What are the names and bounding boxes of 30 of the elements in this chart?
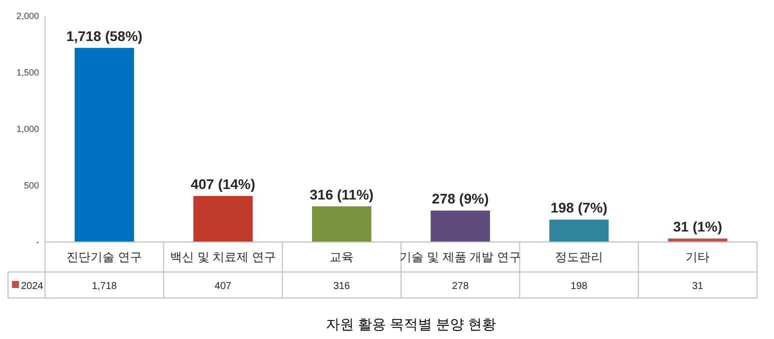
data-label: 316 (11%) [310,186,374,202]
data-label: 31 (1%) [673,218,722,234]
y-tick-label: 1,000 [16,124,39,134]
x-tick-label: 기타 [686,250,710,264]
y-tick-label: 2,000 [16,11,39,21]
text: 198 [570,281,588,292]
bar [549,220,609,242]
x-tick-label: 진단기술 연구 [66,250,142,264]
x-tick-label: 백신 및 치료제 연구 [170,250,276,264]
text: 407 [214,281,232,292]
text: 자원 활용 목적별 분양 현황 [326,316,496,332]
bar [430,210,490,242]
y-tick-label: 500 [24,180,39,190]
legend-label: 2024 [21,281,44,292]
x-tick-label: 교육 [330,250,354,264]
x-tick-label: 기술 및 제품 개발 연구 [400,250,522,264]
y-tick-label: 1,500 [16,68,39,78]
text: 31 [692,281,704,292]
x-tick-label: 정도관리 [555,250,603,264]
bar [193,196,253,242]
data-label: 278 (9%) [432,190,489,207]
data-label: 407 (14%) [190,176,256,192]
data-label: 198 (7%) [550,200,608,216]
text: 278 [452,281,470,292]
bar [74,48,134,242]
text: 1,718 [92,281,118,292]
data-label: 1,718 (58%) [66,28,142,44]
y-tick-label: - [36,237,39,247]
text: 316 [333,281,350,292]
bar [312,206,372,242]
